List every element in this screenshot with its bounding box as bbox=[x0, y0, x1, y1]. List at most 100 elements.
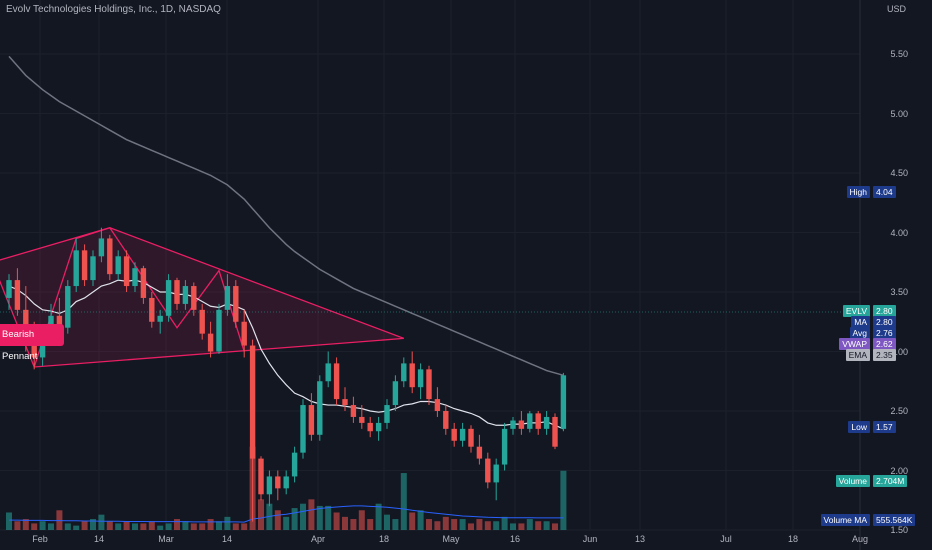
candle-body bbox=[501, 428, 508, 465]
time-tick-label: Jul bbox=[720, 534, 732, 544]
volume-bar bbox=[123, 521, 130, 530]
candle-body bbox=[409, 363, 415, 388]
volume-bar bbox=[258, 499, 264, 530]
candle-body bbox=[115, 256, 121, 275]
candle-body bbox=[443, 411, 449, 429]
volume-bar bbox=[291, 508, 298, 530]
currency-label[interactable]: USD bbox=[886, 4, 906, 14]
candle-body bbox=[552, 416, 558, 447]
candle-body bbox=[300, 405, 306, 453]
price-tag-value: 555.564K bbox=[873, 514, 916, 526]
volume-bar bbox=[224, 516, 231, 530]
volume-bar bbox=[518, 523, 525, 530]
volume-bar bbox=[174, 519, 180, 530]
price-tag-value: 2.76 bbox=[873, 327, 896, 339]
candle-body bbox=[468, 428, 474, 447]
volume-bar bbox=[459, 519, 466, 530]
candle-body bbox=[56, 315, 63, 328]
candle-body bbox=[132, 268, 138, 287]
volume-bar bbox=[560, 470, 567, 530]
time-tick-label: Apr bbox=[310, 534, 326, 544]
candle-body bbox=[73, 250, 79, 287]
time-tick-label: 14 bbox=[93, 534, 105, 544]
price-tag-key: Avg bbox=[849, 327, 870, 339]
price-tag-value: 2.80 bbox=[873, 316, 896, 328]
candle-body bbox=[275, 476, 281, 489]
volume-bar bbox=[115, 523, 122, 530]
volume-bar bbox=[325, 505, 332, 530]
time-tick-label: 14 bbox=[221, 534, 233, 544]
candles bbox=[6, 227, 567, 522]
price-tag: EVLV 2.80 bbox=[810, 305, 916, 317]
time-tick-label: 13 bbox=[634, 534, 646, 544]
volume-bar bbox=[367, 519, 374, 530]
price-tag: MA 2.80 bbox=[810, 316, 916, 328]
long-moving-average-line bbox=[8, 55, 564, 377]
price-tick-label: 4.50 bbox=[890, 168, 908, 178]
price-tag: Avg 2.76 bbox=[810, 327, 916, 339]
volume-bar bbox=[132, 523, 138, 530]
bearish-pennant-pattern[interactable] bbox=[0, 226, 405, 368]
candle-body bbox=[317, 381, 323, 435]
volume-bar bbox=[14, 521, 21, 530]
volume-bar bbox=[358, 510, 365, 530]
volume-bar bbox=[190, 523, 197, 530]
volume-bar bbox=[274, 510, 281, 530]
candle-body bbox=[350, 405, 357, 417]
volume-bars bbox=[6, 446, 567, 530]
candle-body bbox=[485, 458, 491, 483]
volume-bar bbox=[526, 519, 533, 530]
candle-body bbox=[6, 280, 12, 298]
time-tick-label: 16 bbox=[509, 534, 521, 544]
volume-bar bbox=[442, 516, 449, 530]
volume-bar bbox=[39, 521, 46, 530]
volume-bar bbox=[22, 519, 29, 530]
volume-bar bbox=[106, 521, 113, 530]
price-tag-value: 2.80 bbox=[873, 305, 896, 317]
volume-bar bbox=[90, 519, 96, 530]
time-tick-label: Aug bbox=[851, 534, 869, 544]
candle-body bbox=[518, 420, 525, 429]
candle-body bbox=[216, 309, 222, 352]
price-tag: EMA 2.35 bbox=[810, 349, 916, 361]
volume-ma-line bbox=[9, 505, 564, 523]
volume-bar bbox=[552, 523, 558, 530]
candle-body bbox=[241, 321, 247, 346]
price-tag: High 4.04 bbox=[810, 186, 916, 198]
price-tag: Low 1.57 bbox=[810, 421, 916, 433]
price-tag-key: EMA bbox=[845, 349, 870, 361]
price-tick-label: 2.00 bbox=[890, 465, 908, 476]
price-tag-value: 2.704M bbox=[873, 475, 908, 487]
time-tick-label: Jun bbox=[582, 534, 598, 544]
volume-bar bbox=[140, 523, 147, 530]
candle-body bbox=[233, 286, 239, 322]
candle-body bbox=[182, 286, 189, 304]
volume-bar bbox=[375, 503, 382, 530]
candle-body bbox=[31, 339, 37, 358]
volume-bar bbox=[157, 525, 164, 530]
price-tag-key: Low bbox=[848, 421, 870, 433]
volume-bar bbox=[199, 523, 206, 530]
candle-body bbox=[451, 428, 457, 441]
price-tag-value: 2.62 bbox=[873, 338, 896, 350]
volume-bar bbox=[434, 521, 441, 530]
candle-body bbox=[98, 238, 105, 257]
candle-body bbox=[174, 280, 180, 304]
candle-body bbox=[560, 375, 567, 429]
symbol-title[interactable]: Evolv Technologies Holdings, Inc., 1D, N… bbox=[6, 4, 221, 15]
volume-bar bbox=[300, 503, 306, 530]
candle-body bbox=[325, 363, 331, 382]
price-tick-label: 2.50 bbox=[890, 406, 908, 416]
volume-bar bbox=[493, 521, 500, 530]
price-tag: VWAP 2.62 bbox=[810, 338, 916, 350]
pattern-label[interactable]: Bearish Pennant bbox=[0, 324, 64, 362]
candle-body bbox=[333, 363, 340, 400]
price-tag-key: EVLV bbox=[842, 305, 870, 317]
price-tick-label: 5.50 bbox=[890, 49, 908, 59]
candle-body bbox=[165, 280, 172, 316]
volume-bar bbox=[81, 521, 88, 530]
candle-body bbox=[308, 405, 315, 435]
price-tag-key: Volume bbox=[835, 475, 870, 487]
volume-bar bbox=[350, 519, 357, 530]
